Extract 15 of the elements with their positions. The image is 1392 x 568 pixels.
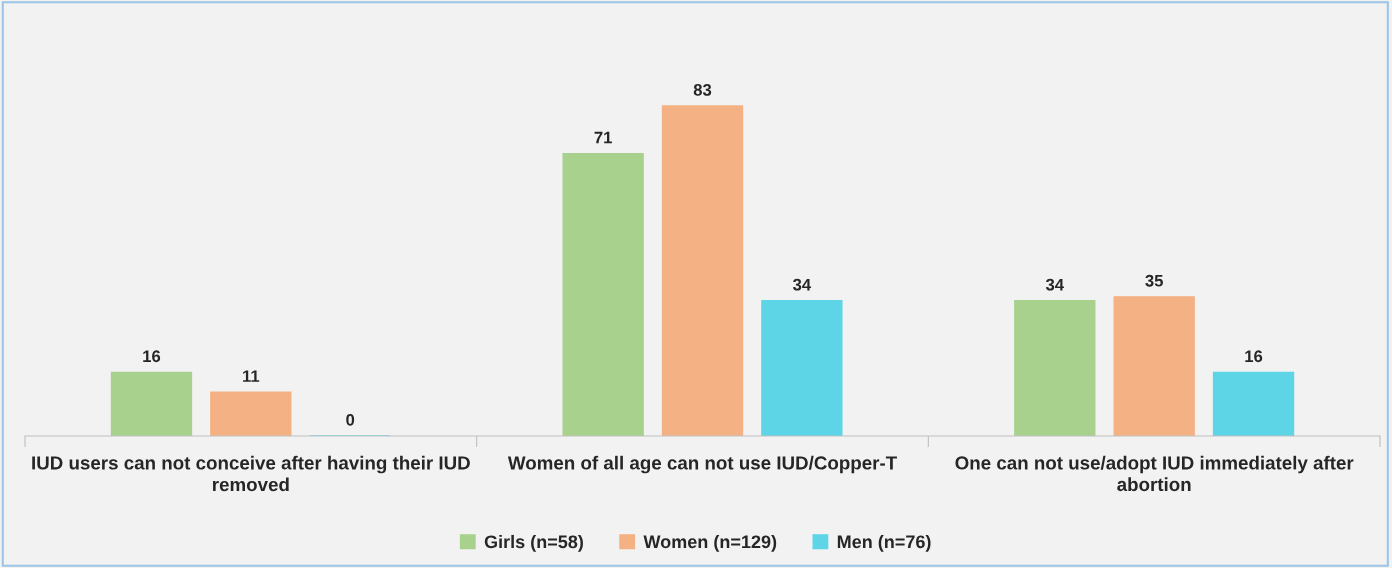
data-label: 16 [143, 350, 161, 363]
legend-label: Men (n=76) [837, 534, 931, 552]
x-tick-label: One can not use/adopt IUD immediately after abortion [955, 455, 1354, 492]
data-label: 34 [792, 278, 812, 291]
data-label: 83 [693, 83, 712, 96]
data-label: 71 [594, 131, 612, 144]
legend-label: Girls (n=58) [484, 534, 583, 552]
data-label: 11 [243, 370, 260, 382]
data-label: 35 [1145, 274, 1163, 287]
legend-label: Women (n=129) [643, 534, 777, 552]
x-tick-label: Women of all age can not use IUD/Copper-T [507, 455, 897, 474]
data-label: 16 [1245, 350, 1263, 363]
data-label: 34 [1045, 278, 1064, 291]
x-tick-label: IUD users can not conceive after having their IUD removed [32, 455, 470, 492]
data-label: 0 [346, 413, 355, 426]
